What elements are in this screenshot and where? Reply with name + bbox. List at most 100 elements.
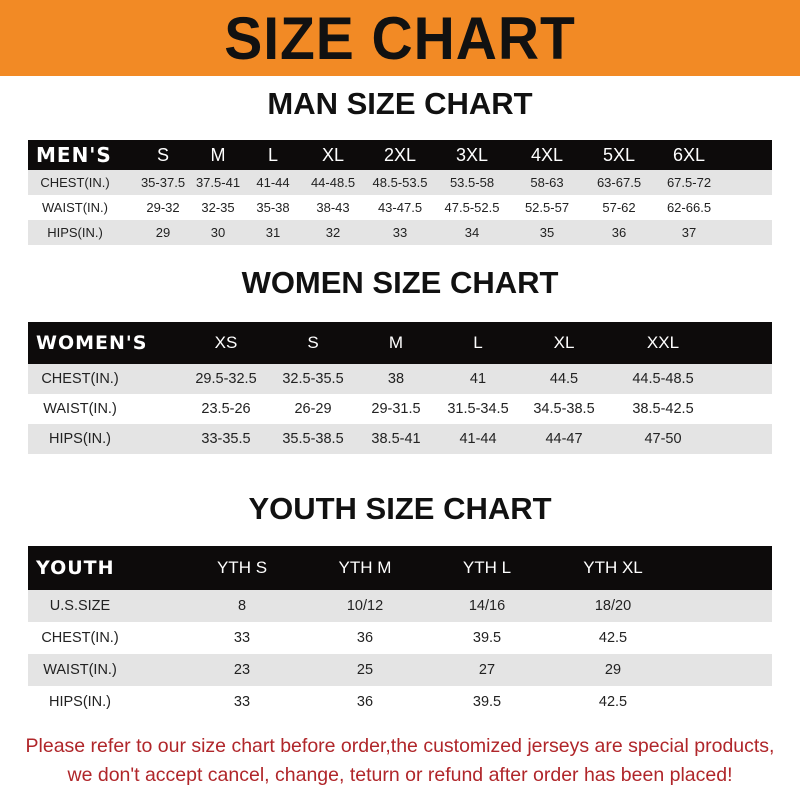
table-cell: 42.5: [598, 694, 628, 710]
size-header-cell: S: [307, 333, 319, 352]
table-cell: 10/12: [346, 598, 384, 614]
men-section-title: MAN SIZE CHART: [267, 86, 533, 121]
table-cell: 35.5-38.5: [282, 431, 344, 447]
measure-label-cell: HIPS(IN.): [47, 225, 103, 240]
table-cell: 62-66.5: [666, 200, 712, 215]
disclaimer-note: Please refer to our size chart before or…: [0, 732, 800, 790]
table-row: CHEST(IN.) 33 36 39.5 42.5: [28, 622, 772, 654]
size-header-cell: M: [388, 333, 404, 352]
table-cell: 29: [604, 662, 622, 678]
title-banner: SIZE CHART: [0, 0, 800, 76]
measure-label-cell: WAIST(IN.): [43, 662, 117, 678]
table-row: HIPS(IN.) 33-35.5 35.5-38.5 38.5-41 41-44 44-…: [28, 424, 772, 454]
table-header-row: MEN'S S M L XL 2XL 3XL 4XL 5XL 6XL: [28, 140, 772, 170]
size-header-cell: L: [473, 333, 483, 352]
table-title-cell: YOUTH: [36, 557, 115, 579]
size-header-cell: YTH S: [216, 558, 268, 577]
size-header-cell: 4XL: [530, 145, 564, 165]
table-row: CHEST(IN.) 29.5-32.5 32.5-35.5 38 41 44.5 44.5…: [28, 364, 772, 394]
table-cell: 33: [233, 630, 251, 646]
table-cell: 36: [356, 694, 374, 710]
table-cell: 32-35: [201, 200, 235, 215]
table-cell: 37.5-41: [195, 175, 241, 190]
table-cell: 41-44: [256, 175, 290, 190]
size-header-cell: XL: [553, 333, 575, 352]
table-cell: 42.5: [598, 630, 628, 646]
table-cell: 8: [237, 598, 247, 614]
measure-label-cell: HIPS(IN.): [48, 431, 112, 447]
table-cell: 34: [464, 225, 480, 240]
size-header-cell: YTH L: [462, 558, 512, 577]
table-cell: 39.5: [472, 694, 502, 710]
table-cell: 30: [210, 225, 226, 240]
table-cell: 63-67.5: [596, 175, 642, 190]
measure-label-cell: CHEST(IN.): [40, 175, 110, 190]
table-cell: 39.5: [472, 630, 502, 646]
measure-label-cell: HIPS(IN.): [48, 694, 112, 710]
table-header-row: WOMEN'S XS S M L XL XXL: [28, 322, 772, 364]
disclaimer-line-2: we don't accept cancel, change, teturn o…: [67, 764, 733, 786]
youth-size-table: YOUTH YTH S YTH M YTH L YTH XL U.S.SIZE 8 10/12…: [28, 546, 772, 718]
table-cell: 58-63: [530, 175, 564, 190]
table-cell: 57-62: [602, 200, 636, 215]
table-cell: 31.5-34.5: [447, 401, 509, 417]
size-header-cell: S: [156, 145, 170, 165]
table-cell: 33: [392, 225, 408, 240]
table-cell: 27: [478, 662, 496, 678]
women-size-table: WOMEN'S XS S M L XL XXL CHEST(IN.) 29.5-32.5 32.5…: [28, 322, 772, 454]
table-cell: 48.5-53.5: [372, 175, 428, 190]
table-row: WAIST(IN.) 23 25 27 29: [28, 654, 772, 686]
measure-label-cell: CHEST(IN.): [41, 371, 119, 387]
table-cell: 35-37.5: [140, 175, 186, 190]
size-header-cell: YTH M: [338, 558, 392, 577]
table-cell: 47-50: [644, 431, 682, 447]
size-header-cell: 6XL: [672, 145, 706, 165]
table-cell: 52.5-57: [524, 200, 570, 215]
table-cell: 14/16: [468, 598, 506, 614]
table-cell: 41: [469, 371, 487, 387]
table-cell: 44-47: [545, 431, 583, 447]
table-cell: 44.5: [549, 371, 579, 387]
measure-label-cell: WAIST(IN.): [42, 200, 108, 215]
table-cell: 38.5-42.5: [632, 401, 694, 417]
table-cell: 29-31.5: [371, 401, 421, 417]
table-cell: 53.5-58: [449, 175, 495, 190]
measure-label-cell: CHEST(IN.): [41, 630, 119, 646]
size-header-cell: 5XL: [602, 145, 636, 165]
size-header-cell: XL: [321, 145, 345, 165]
table-cell: 67.5-72: [666, 175, 712, 190]
table-cell: 26-29: [294, 401, 332, 417]
disclaimer-line-1: Please refer to our size chart before or…: [25, 735, 775, 757]
table-cell: 34.5-38.5: [533, 401, 595, 417]
table-header-row: YOUTH YTH S YTH M YTH L YTH XL: [28, 546, 772, 590]
table-cell: 35-38: [256, 200, 290, 215]
table-row: HIPS(IN.) 33 36 39.5 42.5: [28, 686, 772, 718]
size-header-cell: 2XL: [383, 145, 417, 165]
table-cell: 43-47.5: [377, 200, 423, 215]
table-title-cell: WOMEN'S: [36, 332, 148, 354]
table-cell: 36: [611, 225, 627, 240]
size-header-cell: XXL: [646, 333, 680, 352]
table-cell: 33: [233, 694, 251, 710]
size-header-cell: XS: [214, 333, 238, 352]
table-cell: 29.5-32.5: [195, 371, 257, 387]
table-cell: 38-43: [316, 200, 350, 215]
table-cell: 32.5-35.5: [282, 371, 344, 387]
size-header-cell: M: [210, 145, 226, 165]
measure-label-cell: U.S.SIZE: [49, 598, 111, 614]
table-row: HIPS(IN.) 29 30 31 32 33 34 35 36 37: [28, 220, 772, 245]
table-cell: 32: [325, 225, 341, 240]
page-title: SIZE CHART: [224, 5, 576, 72]
table-cell: 23.5-26: [201, 401, 251, 417]
table-cell: 38: [387, 371, 405, 387]
table-cell: 36: [356, 630, 374, 646]
youth-section-title: YOUTH SIZE CHART: [248, 491, 552, 526]
table-title-cell: MEN'S: [36, 143, 112, 167]
table-cell: 29: [155, 225, 171, 240]
table-cell: 23: [233, 662, 251, 678]
table-cell: 41-44: [459, 431, 497, 447]
table-cell: 44.5-48.5: [632, 371, 694, 387]
table-cell: 38.5-41: [371, 431, 421, 447]
table-row: U.S.SIZE 8 10/12 14/16 18/20: [28, 590, 772, 622]
table-row: WAIST(IN.) 29-32 32-35 35-38 38-43 43-47.5 47.…: [28, 195, 772, 220]
